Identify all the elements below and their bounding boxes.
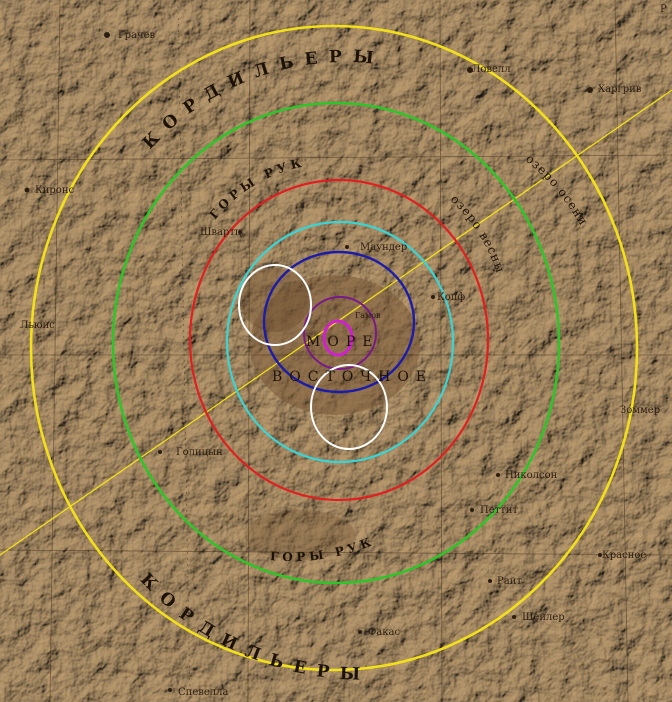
ring-white-west: [238, 264, 312, 346]
mare-patch-west: [240, 268, 310, 332]
label-gamov: Гамов: [355, 311, 381, 320]
label-mare-line1: МОРЕ: [306, 334, 379, 350]
label-sheiler: Шейлер: [522, 612, 565, 623]
crater-markers: [24, 32, 602, 692]
label-nikolson: Николсон: [505, 470, 558, 481]
label-mare-line2: ВОСТОЧНОЕ: [272, 369, 433, 385]
label-lovell: Ловелл: [472, 64, 511, 75]
label-grachev: Грачев: [118, 30, 156, 41]
label-pettit: Петтит: [480, 505, 518, 516]
ring-green: [111, 101, 561, 585]
ring-yellow: [29, 24, 639, 672]
ring-cyan: [225, 220, 455, 464]
ring-purple: [303, 296, 377, 370]
label-hargrive: Харгрив: [598, 84, 642, 95]
label-corner: Р: [660, 4, 667, 15]
label-kopf: Копф: [437, 292, 465, 303]
label-kiron: Киронс: [35, 185, 74, 196]
mare-patch-south: [245, 510, 355, 560]
label-rait: Райт: [497, 576, 522, 587]
label-maunder: Маундер: [360, 242, 407, 253]
ring-blue: [262, 250, 416, 394]
label-shpetelnaya: Спевелла: [178, 687, 228, 698]
label-golitsyn: Голицын: [176, 447, 223, 458]
ring-red: [188, 178, 490, 502]
label-shvarts: Швартц: [200, 227, 242, 238]
label-zeimann: Зоммер: [620, 405, 660, 416]
ring-magenta: [322, 319, 354, 357]
label-krasnoye: Красное: [602, 550, 646, 561]
ring-white-south: [310, 364, 388, 450]
label-fakas: Факас: [368, 627, 400, 638]
label-lyuis: Льюис: [20, 320, 55, 331]
